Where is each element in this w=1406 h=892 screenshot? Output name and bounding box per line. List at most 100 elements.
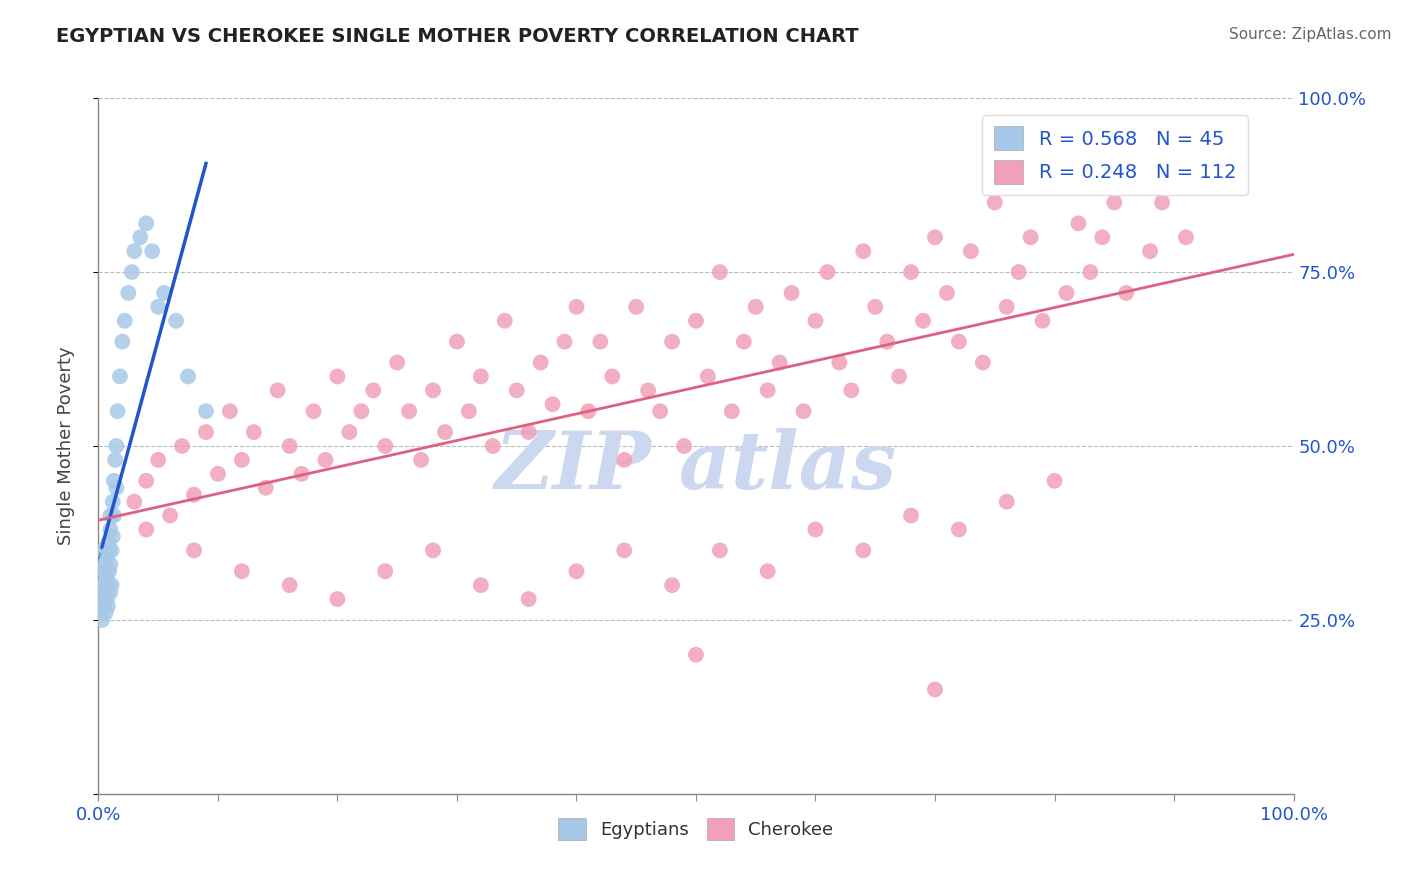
- Point: [96, 571, 118, 585]
- Point: [96, 550, 118, 565]
- Point: [828, 355, 851, 369]
- Point: [470, 578, 492, 592]
- Point: [101, 529, 124, 543]
- Point: [756, 564, 779, 578]
- Point: [94, 585, 117, 599]
- Point: [385, 355, 409, 369]
- Point: [446, 334, 468, 349]
- Point: [278, 439, 301, 453]
- Point: [195, 425, 218, 439]
- Point: [578, 404, 600, 418]
- Point: [900, 265, 922, 279]
- Point: [231, 453, 253, 467]
- Point: [1163, 146, 1185, 161]
- Point: [841, 384, 863, 398]
- Point: [302, 404, 325, 418]
- Point: [1019, 230, 1042, 244]
- Y-axis label: Single Mother Poverty: Single Mother Poverty: [56, 347, 75, 545]
- Point: [494, 314, 516, 328]
- Point: [911, 314, 934, 328]
- Point: [98, 508, 122, 523]
- Point: [458, 404, 481, 418]
- Point: [1115, 285, 1137, 300]
- Point: [589, 334, 612, 349]
- Point: [1032, 314, 1054, 328]
- Point: [121, 265, 143, 279]
- Point: [709, 543, 731, 558]
- Point: [148, 300, 170, 314]
- Point: [91, 613, 114, 627]
- Point: [278, 578, 301, 592]
- Point: [709, 265, 731, 279]
- Point: [1056, 285, 1078, 300]
- Point: [1187, 175, 1209, 189]
- Point: [793, 404, 815, 418]
- Point: [613, 453, 636, 467]
- Point: [1139, 244, 1161, 259]
- Point: [661, 334, 683, 349]
- Point: [135, 523, 157, 537]
- Point: [685, 648, 707, 662]
- Point: [972, 355, 994, 369]
- Point: [924, 230, 946, 244]
- Point: [995, 494, 1018, 508]
- Point: [129, 230, 152, 244]
- Point: [105, 481, 128, 495]
- Point: [141, 244, 163, 259]
- Point: [1104, 195, 1126, 210]
- Point: [673, 439, 696, 453]
- Point: [780, 285, 803, 300]
- Point: [900, 508, 922, 523]
- Point: [100, 543, 122, 558]
- Point: [661, 578, 683, 592]
- Point: [626, 300, 648, 314]
- Point: [98, 558, 122, 572]
- Point: [326, 592, 349, 607]
- Point: [602, 369, 624, 384]
- Point: [104, 453, 127, 467]
- Point: [768, 355, 790, 369]
- Point: [422, 384, 444, 398]
- Text: EGYPTIAN VS CHEROKEE SINGLE MOTHER POVERTY CORRELATION CHART: EGYPTIAN VS CHEROKEE SINGLE MOTHER POVER…: [56, 27, 859, 45]
- Point: [363, 384, 385, 398]
- Point: [98, 564, 121, 578]
- Point: [111, 334, 134, 349]
- Point: [172, 439, 194, 453]
- Point: [93, 599, 115, 613]
- Point: [1152, 195, 1174, 210]
- Point: [374, 564, 396, 578]
- Point: [94, 606, 117, 620]
- Point: [108, 369, 131, 384]
- Point: [733, 334, 755, 349]
- Point: [177, 369, 200, 384]
- Point: [411, 453, 433, 467]
- Point: [93, 564, 115, 578]
- Point: [948, 523, 970, 537]
- Point: [350, 404, 373, 418]
- Point: [105, 439, 128, 453]
- Point: [565, 300, 588, 314]
- Point: [1175, 230, 1198, 244]
- Point: [1043, 175, 1066, 189]
- Point: [756, 384, 779, 398]
- Point: [565, 564, 588, 578]
- Point: [98, 585, 122, 599]
- Point: [243, 425, 266, 439]
- Point: [398, 404, 420, 418]
- Point: [96, 592, 118, 607]
- Text: ZIP atlas: ZIP atlas: [495, 428, 897, 506]
- Point: [183, 543, 205, 558]
- Point: [995, 300, 1018, 314]
- Legend: Egyptians, Cherokee: Egyptians, Cherokee: [551, 811, 841, 847]
- Point: [422, 543, 444, 558]
- Point: [1008, 265, 1031, 279]
- Point: [1067, 216, 1090, 230]
- Point: [91, 592, 114, 607]
- Point: [804, 523, 827, 537]
- Point: [254, 481, 277, 495]
- Point: [1080, 265, 1102, 279]
- Point: [876, 334, 898, 349]
- Point: [94, 558, 117, 572]
- Point: [124, 244, 146, 259]
- Point: [326, 369, 349, 384]
